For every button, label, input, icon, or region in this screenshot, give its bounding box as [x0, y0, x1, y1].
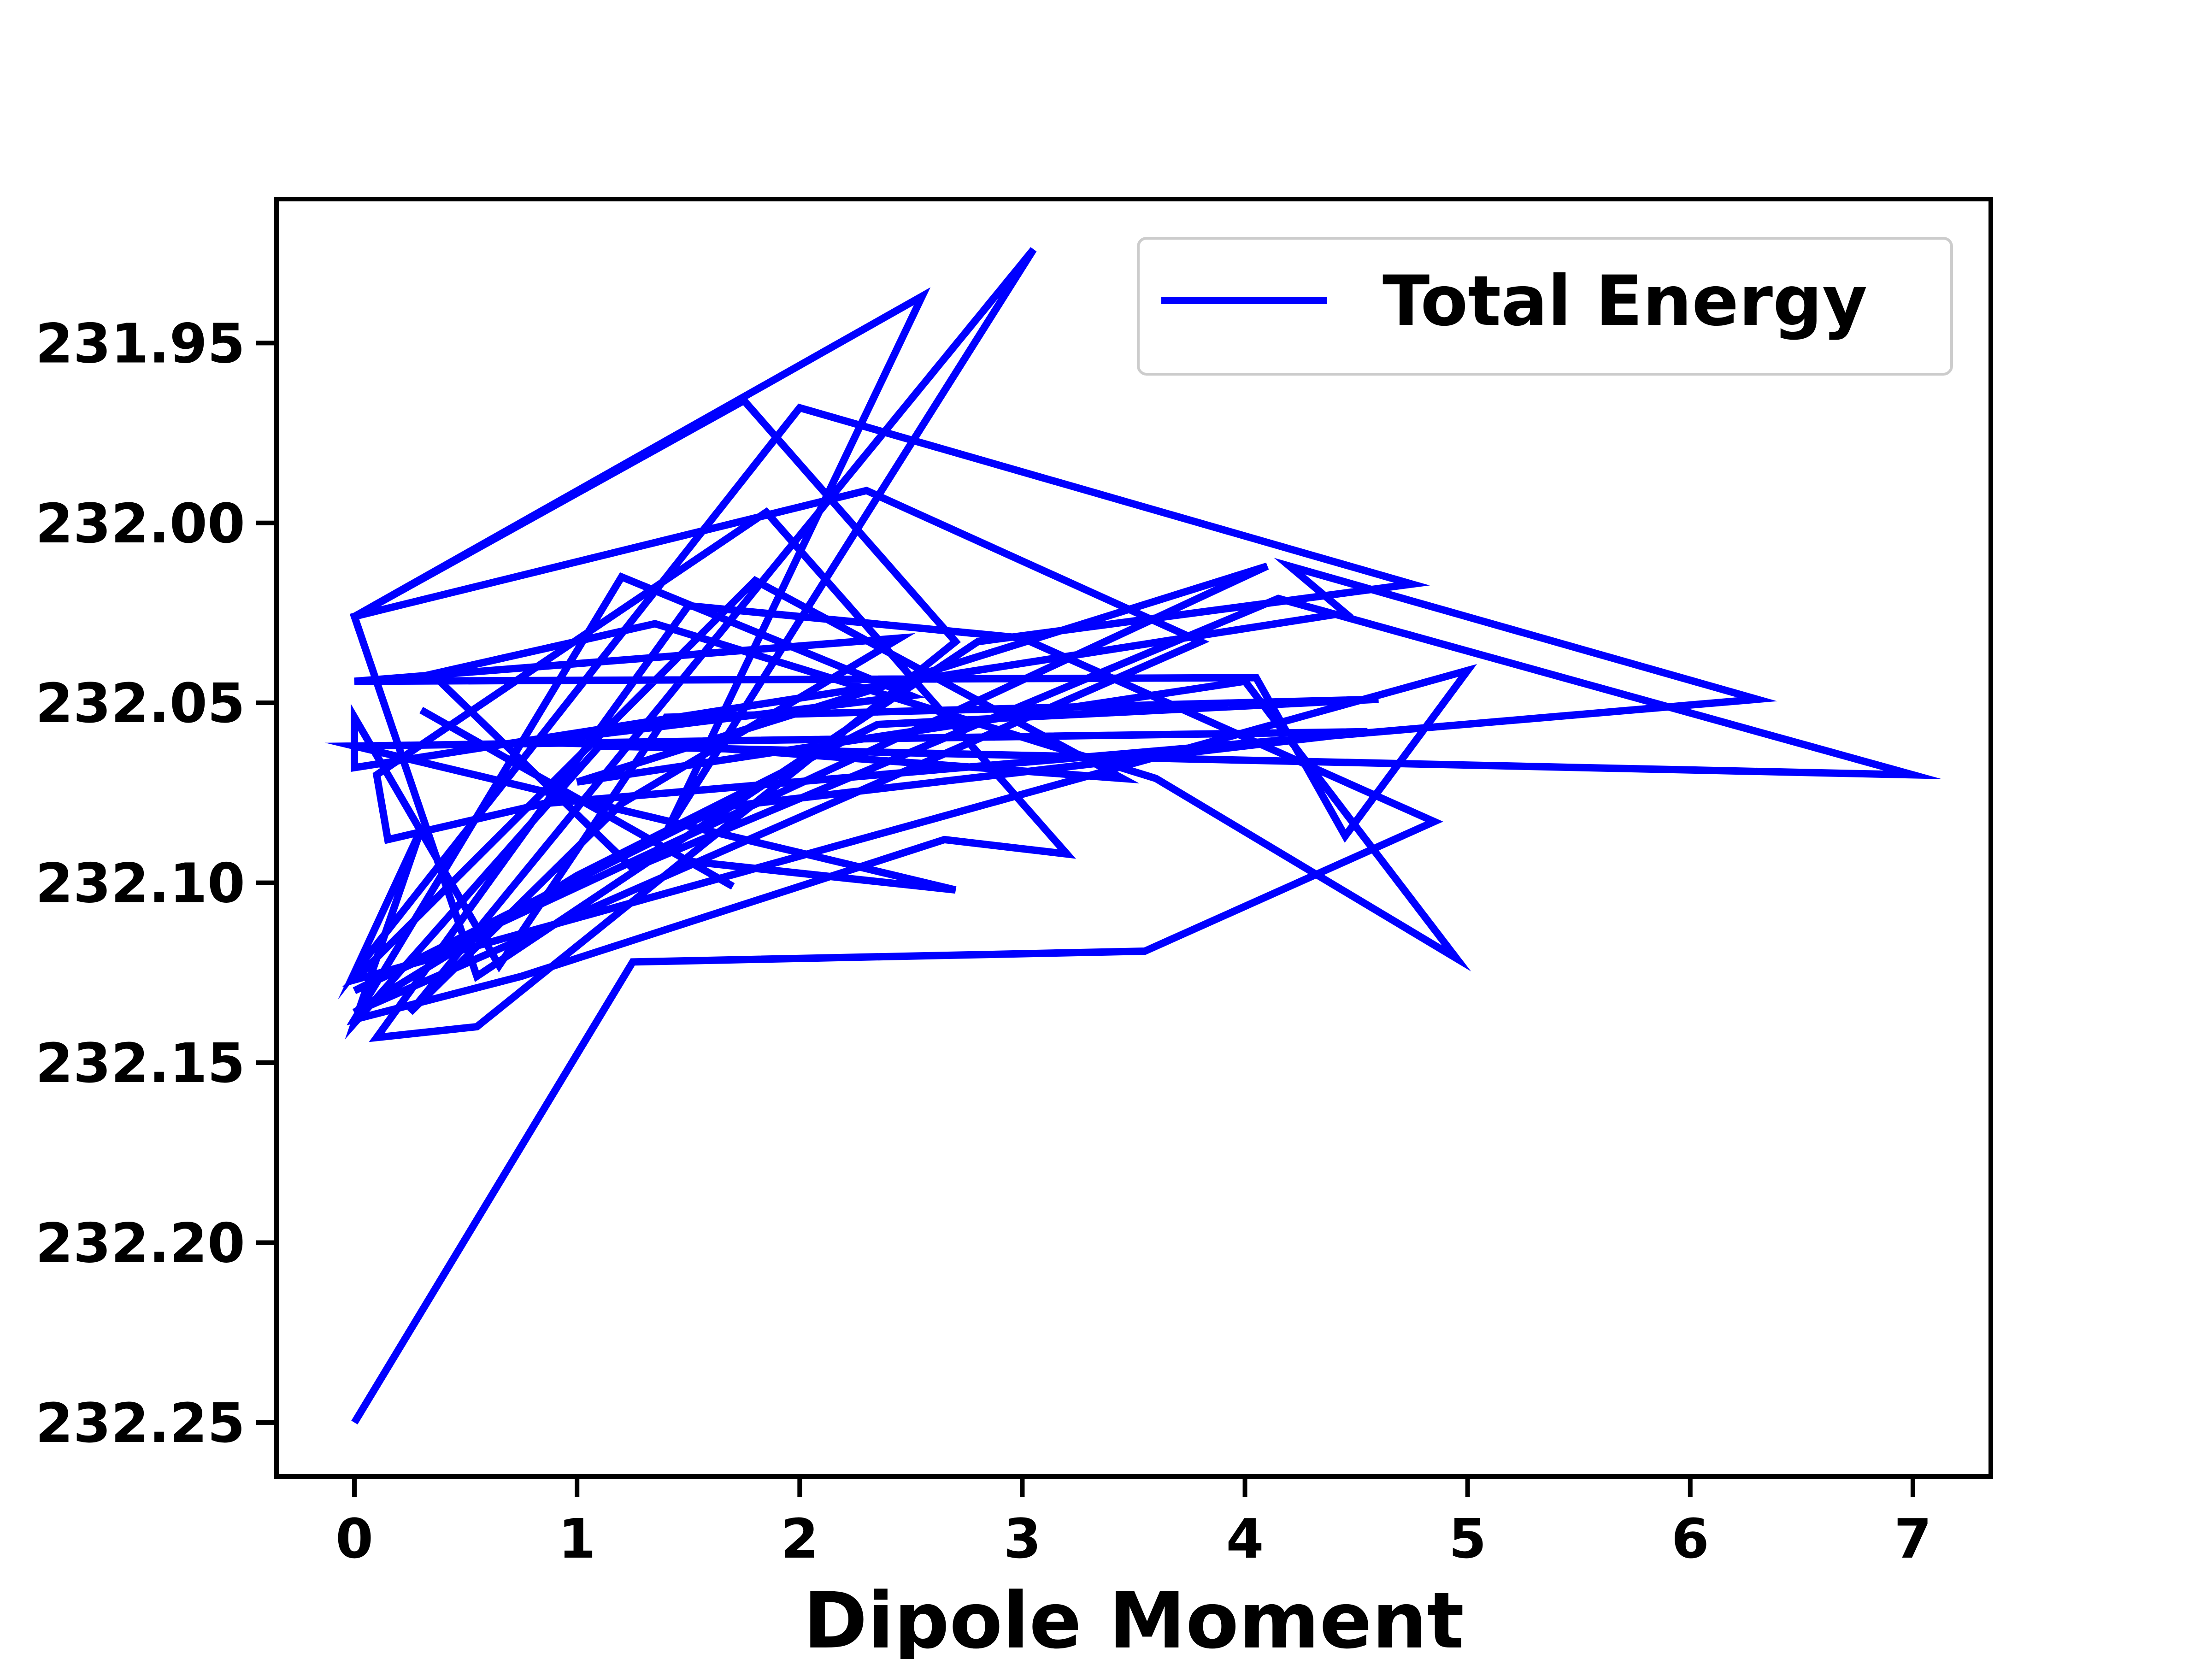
y-tick-label: 232.00 — [35, 492, 245, 555]
x-tick-label: 2 — [781, 1507, 818, 1571]
x-tick-label: 5 — [1449, 1507, 1487, 1571]
plot-area-background — [276, 199, 1991, 1477]
x-tick-label: 1 — [558, 1507, 596, 1571]
y-tick-label: 232.25 — [35, 1391, 245, 1455]
y-tick-label: 232.10 — [35, 852, 245, 915]
x-tick-label: 3 — [1003, 1507, 1041, 1571]
x-axis-title: Dipole Moment — [803, 1576, 1464, 1659]
y-tick-label: 232.05 — [35, 671, 245, 735]
x-tick-label: 0 — [335, 1507, 373, 1571]
x-axis: 0 1 2 3 4 5 6 7 — [335, 1477, 1932, 1571]
y-tick-label: 232.20 — [35, 1211, 245, 1275]
series-line-total-energy — [325, 247, 1942, 1425]
y-tick-label: 231.95 — [35, 312, 245, 375]
plot-frame — [274, 197, 1993, 1479]
y-tick-label: 232.15 — [35, 1031, 245, 1095]
legend: Total Energy — [1137, 237, 1953, 376]
x-tick-label: 6 — [1671, 1507, 1709, 1571]
x-tick-label: 4 — [1226, 1507, 1264, 1571]
legend-frame — [1137, 237, 1953, 376]
x-tick-label: 7 — [1894, 1507, 1932, 1571]
legend-label-total-energy: Total Energy — [1382, 261, 1867, 341]
series-layer — [325, 247, 1942, 1425]
y-axis: 231.95 232.00 232.05 232.10 232.15 232.20 232.… — [35, 312, 276, 1455]
